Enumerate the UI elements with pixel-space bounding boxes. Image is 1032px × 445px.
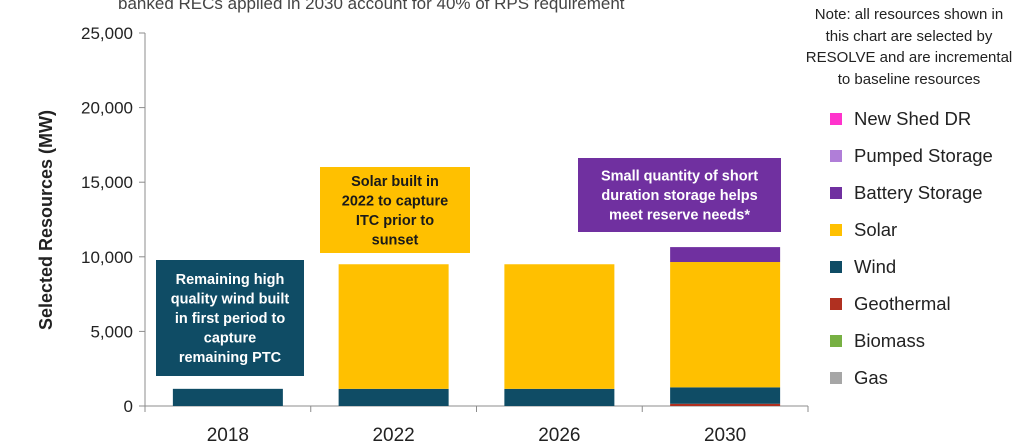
y-tick-label: 20,000 — [81, 99, 133, 118]
callout-box — [320, 167, 470, 253]
y-tick-label: 5,000 — [90, 322, 133, 341]
callout-2018: Remaining high quality wind built in first… — [156, 260, 304, 376]
bar-segment-wind — [172, 388, 283, 406]
legend-item-solar: Solar — [830, 211, 993, 248]
legend-label: Solar — [854, 218, 898, 240]
callout-text-line: sunset — [372, 232, 419, 248]
legend-swatch — [830, 297, 842, 310]
bar-segment-wind — [338, 388, 449, 406]
callout-text-line: duration storage helps — [601, 188, 757, 204]
legend-swatch — [830, 260, 842, 273]
legend-item-geothermal: Geothermal — [830, 285, 993, 322]
legend-item-battery-storage: Battery Storage — [830, 174, 993, 211]
legend-swatch — [830, 223, 842, 236]
note-line: this chart are selected by — [825, 27, 993, 45]
bar-segment-wind — [504, 388, 615, 406]
legend: New Shed DR Pumped Storage Battery Storage… — [830, 100, 993, 396]
note-line: Note: all resources shown in — [814, 6, 1004, 23]
legend-label: Pumped Storage — [854, 144, 993, 166]
legend-label: Wind — [854, 255, 897, 277]
bar-segment-geothermal — [670, 403, 781, 406]
legend-swatch — [830, 149, 842, 162]
y-axis: 0 5,000 10,000 15,000 20,000 25,000 — [81, 24, 146, 416]
y-tick-label: 10,000 — [81, 248, 133, 267]
truncated-subtitle: banked RECs applied in 2030 account for … — [118, 0, 625, 13]
legend-label: Biomass — [854, 329, 925, 351]
bar-segment-solar — [670, 262, 781, 388]
callout-text-line: Solar built in — [351, 174, 439, 190]
callouts-group: Remaining high quality wind built in first… — [156, 158, 781, 376]
x-tick-label: 2030 — [704, 425, 746, 445]
callout-text-line: in first period to — [175, 311, 286, 327]
x-tick-label: 2022 — [372, 425, 414, 445]
callout-text-line: capture — [204, 331, 256, 347]
note-line: RESOLVE and are incremental — [805, 49, 1013, 66]
legend-item-biomass: Biomass — [830, 322, 993, 359]
legend-swatch — [830, 186, 842, 199]
callout-text-line: 2022 to capture — [342, 193, 448, 209]
y-axis-label: Selected Resources (MW) — [36, 110, 56, 330]
legend-item-wind: Wind — [830, 248, 993, 285]
y-tick-label: 0 — [124, 397, 133, 416]
callout-text-line: quality wind built — [171, 292, 290, 308]
bars-group — [172, 247, 781, 406]
legend-label: New Shed DR — [854, 107, 972, 129]
callout-text-line: ITC prior to — [356, 213, 434, 229]
y-tick-label: 25,000 — [81, 24, 133, 43]
y-tick-label: 15,000 — [81, 173, 133, 192]
x-tick-label: 2018 — [207, 425, 249, 445]
note-line: to baseline resources — [837, 70, 981, 88]
callout-text-line: Remaining high — [176, 272, 285, 288]
callout-text-line: Small quantity of short — [601, 169, 758, 185]
legend-swatch — [830, 112, 842, 125]
bar-segment-solar — [504, 264, 615, 389]
legend-swatch — [830, 334, 842, 347]
callout-text-line: remaining PTC — [179, 350, 282, 366]
legend-label: Gas — [854, 366, 888, 388]
legend-swatch — [830, 371, 842, 384]
callout-box — [156, 260, 304, 376]
bar-segment-solar — [338, 264, 449, 389]
legend-label: Battery Storage — [854, 181, 983, 203]
bar-segment-battery-storage — [670, 247, 781, 263]
legend-item-gas: Gas — [830, 359, 993, 396]
callout-box — [578, 158, 781, 232]
legend-item-new-shed-dr: New Shed DR — [830, 100, 993, 137]
chart-note: Note: all resources shown in this chart … — [790, 4, 1028, 90]
x-axis: 2018 2022 2026 2030 — [144, 405, 809, 445]
legend-label: Geothermal — [854, 292, 951, 314]
callout-2022: Solar built in 2022 to capture ITC prior t… — [320, 167, 470, 253]
callout-text-line: meet reserve needs* — [609, 208, 750, 224]
x-tick-label: 2026 — [538, 425, 580, 445]
callout-2030: Small quantity of short duration storage … — [578, 158, 781, 232]
legend-item-pumped-storage: Pumped Storage — [830, 137, 993, 174]
bar-segment-wind — [670, 387, 781, 404]
